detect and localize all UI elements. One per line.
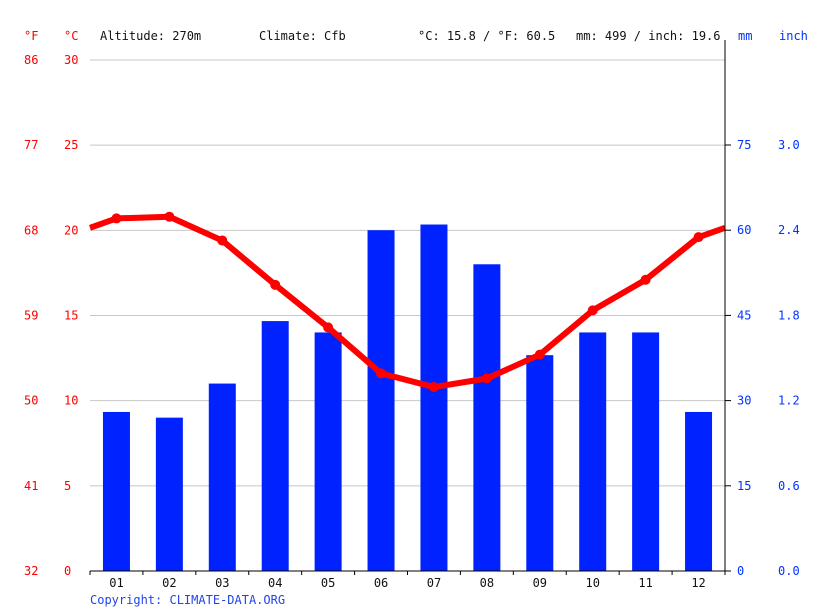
unit-mm-label: mm — [738, 29, 752, 43]
axis-tick-f: 59 — [24, 309, 38, 323]
axes: 32 0 41 5 50 10 59 15 68 20 77 25 86 30 0 0.0 15 0.6 30 1.2… — [24, 40, 800, 590]
precipitation-bar — [367, 230, 395, 571]
axis-tick-c: 0 — [64, 564, 71, 578]
precipitation-bar — [314, 332, 342, 571]
axis-tick-c: 10 — [64, 394, 78, 408]
temperature-point — [534, 349, 545, 360]
temperature-point — [217, 235, 228, 246]
axis-tick-c: 25 — [64, 138, 78, 152]
precipitation-bar — [102, 411, 130, 571]
month-label: 02 — [162, 576, 176, 590]
month-label: 04 — [268, 576, 282, 590]
axis-tick-c: 20 — [64, 223, 78, 237]
axis-tick-mm: 60 — [737, 223, 751, 237]
month-label: 11 — [638, 576, 652, 590]
axis-tick-f: 50 — [24, 394, 38, 408]
axis-tick-inch: 0.0 — [778, 564, 800, 578]
copyright-link[interactable]: Copyright: CLIMATE-DATA.ORG — [90, 593, 285, 607]
month-label: 08 — [480, 576, 494, 590]
precipitation-summary: mm: 499 / inch: 19.6 — [576, 29, 721, 43]
axis-tick-mm: 75 — [737, 138, 751, 152]
precipitation-bar — [420, 224, 448, 571]
axis-tick-inch: 0.6 — [778, 479, 800, 493]
axis-tick-inch: 3.0 — [778, 138, 800, 152]
axis-tick-mm: 45 — [737, 308, 751, 322]
temperature-line — [88, 211, 727, 393]
axis-tick-mm: 0 — [737, 564, 744, 578]
temperature-point — [481, 373, 492, 384]
altitude-label: Altitude: 270m — [100, 29, 201, 43]
unit-fahrenheit-label: °F — [24, 29, 38, 43]
precipitation-bar — [261, 321, 289, 571]
climate-label: Climate: Cfb — [259, 29, 346, 43]
precipitation-bar — [579, 332, 607, 571]
month-label: 05 — [321, 576, 335, 590]
axis-tick-inch: 1.8 — [778, 308, 800, 322]
temperature-polyline — [88, 213, 727, 391]
month-label: 12 — [691, 576, 705, 590]
temperature-point — [323, 322, 334, 333]
precipitation-bar — [632, 332, 660, 571]
precipitation-bar — [208, 383, 236, 571]
temperature-point — [693, 232, 704, 243]
precipitation-bar — [526, 355, 554, 571]
precipitation-bar — [685, 411, 713, 571]
precipitation-bar — [473, 264, 501, 571]
month-label: 10 — [585, 576, 599, 590]
unit-inch-label: inch — [779, 29, 808, 43]
temperature-point — [376, 368, 387, 379]
axis-tick-inch: 2.4 — [778, 223, 800, 237]
axis-tick-mm: 15 — [737, 479, 751, 493]
axis-tick-inch: 1.2 — [778, 394, 800, 408]
temperature-point — [640, 274, 651, 285]
temperature-summary: °C: 15.8 / °F: 60.5 — [418, 29, 555, 43]
temperature-point — [270, 279, 281, 290]
axis-tick-c: 30 — [64, 53, 78, 67]
month-label: 06 — [374, 576, 388, 590]
axis-tick-f: 32 — [24, 564, 38, 578]
precipitation-bars — [102, 224, 713, 571]
month-label: 09 — [533, 576, 547, 590]
axis-tick-f: 77 — [24, 138, 38, 152]
axis-tick-f: 41 — [24, 479, 38, 493]
precipitation-bar — [155, 417, 183, 571]
unit-celsius-label: °C — [64, 29, 78, 43]
axis-tick-f: 68 — [24, 223, 38, 237]
temperature-point — [111, 213, 122, 224]
temperature-point — [587, 305, 598, 316]
temperature-point — [428, 382, 439, 393]
axis-tick-c: 5 — [64, 479, 71, 493]
month-label: 03 — [215, 576, 229, 590]
axis-tick-mm: 30 — [737, 394, 751, 408]
month-label: 01 — [109, 576, 123, 590]
month-label: 07 — [427, 576, 441, 590]
axis-tick-c: 15 — [64, 309, 78, 323]
axis-tick-f: 86 — [24, 53, 38, 67]
temperature-point — [164, 211, 175, 222]
gridlines — [90, 59, 725, 487]
